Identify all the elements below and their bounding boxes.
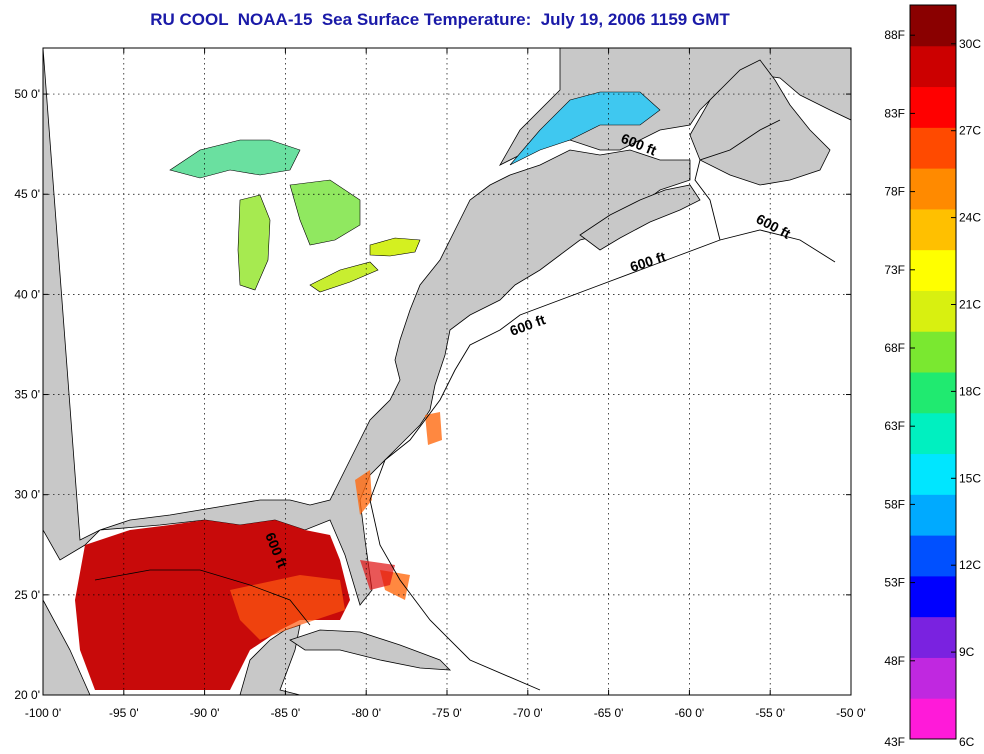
land-cuba (289, 629, 452, 671)
lake-ontario (369, 237, 421, 257)
colorbar-block (910, 372, 956, 414)
colorbar-f-label: 58F (884, 497, 905, 511)
colorbar-f-label: 68F (884, 341, 905, 355)
colorbar-block (910, 290, 956, 332)
depth-contour-600ft (369, 119, 836, 691)
x-axis-labels: -100 0' -95 0' -90 0' -85 0' -80 0' -75 0' -70… (25, 48, 866, 720)
colorbar-c-label: 27C (959, 124, 981, 138)
colorbar-block (910, 494, 956, 536)
y-tick-label: 35 0' (14, 388, 40, 402)
atlantic-sst-red (360, 560, 395, 590)
colorbar-c-label: 24C (959, 211, 981, 225)
colorbar-f-label: 43F (884, 735, 905, 749)
colorbar-c-label: 18C (959, 384, 981, 398)
x-tick-label: -60 0' (675, 706, 705, 720)
colorbar-fahrenheit-labels: 43F 48F 53F 58F 63F 68F 73F 78F 83F 88F (884, 28, 905, 749)
colorbar-f-label: 88F (884, 28, 905, 42)
land-nova-scotia (579, 184, 701, 251)
colorbar-f-label: 53F (884, 576, 905, 590)
colorbar-ticks (910, 34, 956, 740)
y-tick-label: 50 0' (14, 87, 40, 101)
colorbar-blocks (910, 5, 956, 740)
colorbar-block (910, 249, 956, 291)
x-tick-label: -70 0' (513, 706, 543, 720)
x-tick-label: -85 0' (271, 706, 301, 720)
colorbar-block (910, 208, 956, 251)
x-tick-label: -50 0' (836, 706, 866, 720)
colorbar-block (910, 453, 956, 495)
gulf-contour (94, 569, 311, 626)
x-tick-label: -55 0' (755, 706, 785, 720)
colorbar-f-label: 83F (884, 106, 905, 120)
y-tick-label: 25 0' (14, 588, 40, 602)
x-tick-label: -90 0' (190, 706, 220, 720)
x-tick-label: -75 0' (432, 706, 462, 720)
colorbar-c-label: 12C (959, 558, 981, 572)
atlantic-sst-patches (355, 412, 442, 600)
y-tick-label: 30 0' (14, 488, 40, 502)
chart-title: RU COOL NOAA-15 Sea Surface Temperature:… (150, 10, 730, 29)
colorbar-c-label: 15C (959, 471, 981, 485)
colorbar-block (910, 168, 956, 210)
lake-michigan (237, 194, 271, 291)
colorbar-block (910, 412, 956, 455)
colorbar-c-label: 30C (959, 37, 981, 51)
x-tick-label: -65 0' (594, 706, 624, 720)
colorbar-c-label: 6C (959, 735, 975, 749)
gulf-st-lawrence (509, 91, 661, 166)
colorbar-block (910, 45, 956, 88)
y-tick-label: 40 0' (14, 287, 40, 301)
x-tick-label: -80 0' (351, 706, 381, 720)
colorbar-block (910, 535, 956, 577)
colorbar-frame (909, 4, 957, 740)
land-north-america (43, 48, 851, 606)
lake-erie (309, 261, 379, 293)
colorbar-celsius-labels: 6C 9C 12C 15C 18C 21C 24C 27C 30C (959, 37, 981, 749)
colorbar-block (910, 657, 956, 699)
y-tick-label: 20 0' (14, 688, 40, 702)
colorbar-block (910, 331, 956, 373)
colorbar-block (910, 698, 956, 740)
x-tick-label: -100 0' (25, 706, 61, 720)
y-tick-label: 45 0' (14, 187, 40, 201)
colorbar-block (910, 616, 956, 658)
gulf-sst-orange (230, 575, 345, 640)
land-newfoundland (689, 59, 831, 186)
y-axis-labels: 20 0' 25 0' 30 0' 35 0' 40 0' 45 0' 50 0' (14, 87, 851, 702)
colorbar-c-label: 21C (959, 298, 981, 312)
colorbar-c-label: 9C (959, 645, 975, 659)
colorbar-block (910, 5, 956, 47)
lake-superior (169, 139, 301, 179)
colorbar-block (910, 575, 956, 618)
gulf-of-mexico-sst (75, 520, 350, 690)
lake-huron (289, 179, 361, 246)
colorbar-block (910, 86, 956, 128)
colorbar-f-label: 48F (884, 654, 905, 668)
colorbar-block (910, 127, 956, 169)
colorbar-f-label: 78F (884, 185, 905, 199)
colorbar-f-label: 63F (884, 419, 905, 433)
x-tick-label: -95 0' (109, 706, 139, 720)
colorbar-f-label: 73F (884, 263, 905, 277)
